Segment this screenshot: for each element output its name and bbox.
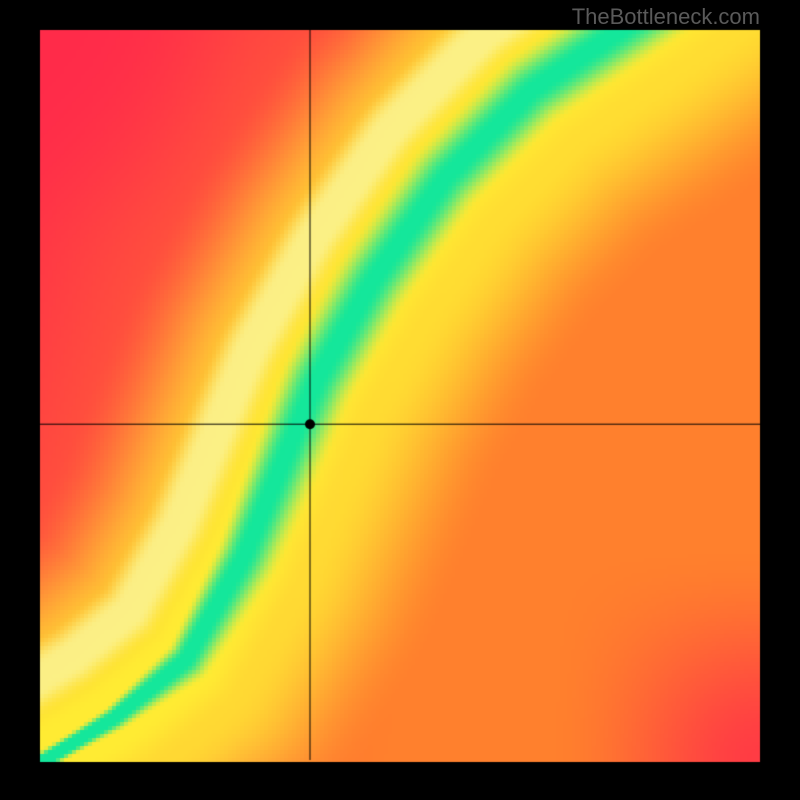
watermark-text: TheBottleneck.com (572, 4, 760, 30)
heatmap-canvas (0, 0, 800, 800)
chart-container: TheBottleneck.com (0, 0, 800, 800)
